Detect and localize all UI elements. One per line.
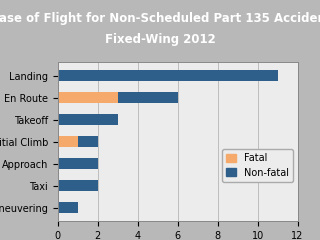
Text: Phase of Flight for Non-Scheduled Part 135 Accidents: Phase of Flight for Non-Scheduled Part 1… bbox=[0, 12, 320, 25]
Legend: Fatal, Non-fatal: Fatal, Non-fatal bbox=[222, 149, 293, 182]
Bar bbox=[117, 92, 178, 103]
Bar bbox=[58, 70, 277, 81]
Bar bbox=[58, 158, 98, 169]
Bar bbox=[58, 92, 117, 103]
Bar bbox=[58, 136, 77, 147]
Text: Fixed-Wing 2012: Fixed-Wing 2012 bbox=[105, 33, 215, 46]
Bar bbox=[58, 202, 77, 213]
Bar bbox=[77, 136, 98, 147]
Bar bbox=[58, 114, 117, 125]
Bar bbox=[58, 180, 98, 191]
